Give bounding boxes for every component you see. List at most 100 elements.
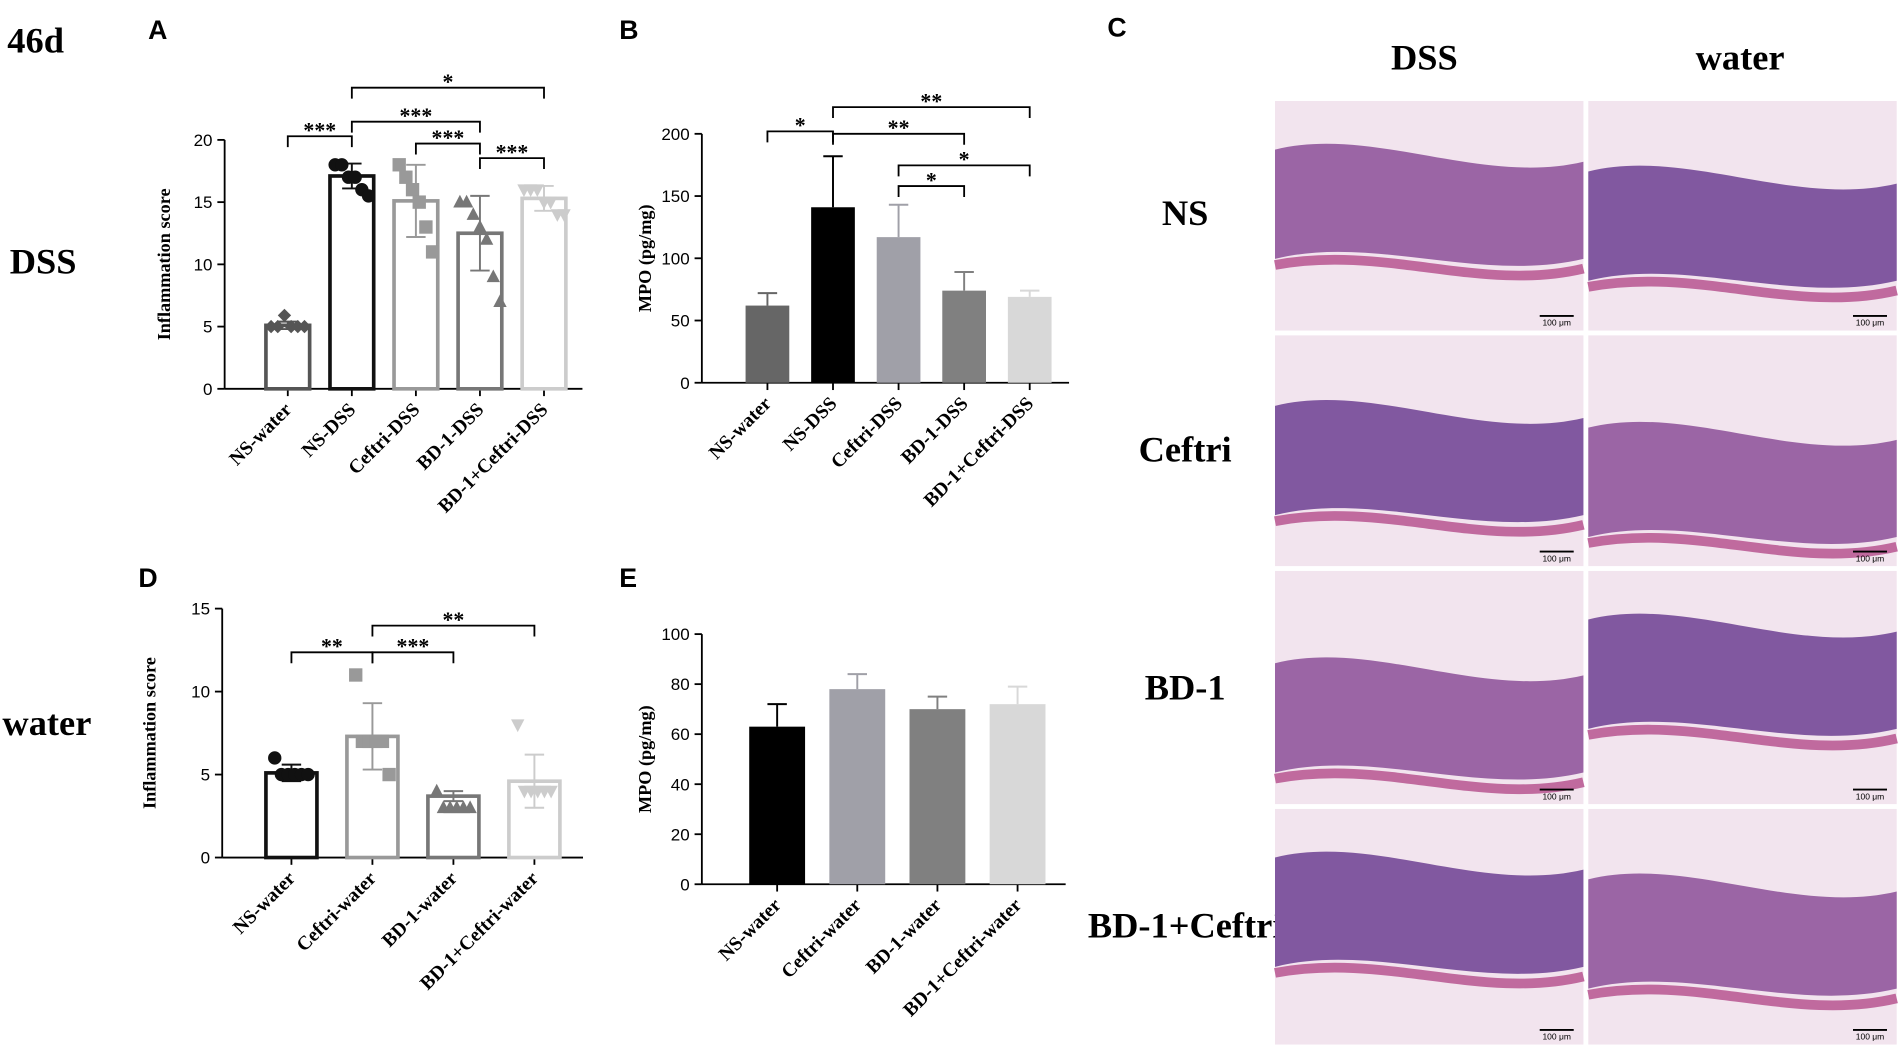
data-point (382, 767, 396, 782)
data-point (493, 294, 507, 308)
panel-letter: C (1107, 13, 1126, 43)
data-point (392, 158, 406, 172)
row-label: BD-1+Ceftri (1088, 906, 1283, 946)
significance-bracket (832, 132, 966, 145)
data-point (301, 767, 315, 782)
y-tick-label: 150 (661, 187, 689, 206)
y-tick-label: 0 (680, 875, 689, 894)
y-axis-label: MPO (pg/mg) (635, 204, 656, 312)
x-tick-label: NS-water (715, 895, 786, 966)
bar (264, 323, 312, 391)
tissue (1588, 873, 1897, 996)
data-point (348, 170, 362, 184)
bar (989, 704, 1046, 885)
tissue (1588, 613, 1897, 736)
data-point (459, 194, 474, 208)
row-label: NS (1162, 193, 1209, 233)
significance-label: *** (432, 126, 465, 150)
y-axis-label: MPO (pg/mg) (635, 705, 656, 813)
error-bar (767, 703, 787, 727)
bar (811, 207, 855, 383)
panel-letter: A (148, 15, 167, 45)
data-point (405, 183, 420, 197)
significance-label: ** (920, 89, 942, 113)
significance-label: * (926, 168, 937, 192)
tissue-layer (1274, 768, 1585, 795)
row-label: Ceftri (1139, 430, 1232, 470)
y-tick-label: 80 (671, 675, 690, 694)
scale-bar-label: 100 μm (1856, 791, 1885, 801)
tissue (1275, 657, 1584, 780)
data-point (557, 209, 571, 222)
data-point (479, 232, 494, 245)
y-tick-label: 0 (680, 374, 689, 393)
data-point (430, 783, 444, 797)
y-tick-label: 5 (201, 766, 210, 785)
column-label: DSS (1391, 37, 1458, 77)
significance-bracket (371, 651, 455, 664)
data-point (375, 734, 390, 749)
data-point (511, 719, 525, 733)
significance-label: * (442, 70, 453, 94)
row-label: BD-1 (1145, 668, 1226, 708)
scale-bar-label: 100 μm (1856, 1032, 1885, 1042)
tissue (1275, 143, 1584, 266)
significance-bracket (832, 106, 1031, 119)
data-point (425, 245, 440, 259)
x-tick-label: Ceftri-water (778, 895, 866, 983)
significance-bracket (897, 185, 966, 197)
x-tick-label: NS-DSS (779, 393, 841, 455)
y-tick-label: 60 (671, 725, 690, 744)
error-bar (757, 292, 778, 306)
bar (829, 689, 886, 885)
figure-label: 46d (7, 20, 64, 60)
error-bar (823, 155, 843, 208)
data-point (412, 195, 426, 209)
scale-bar-label: 100 μm (1542, 553, 1571, 563)
significance-label: *** (400, 104, 433, 128)
error-bar (470, 194, 490, 272)
bar (264, 771, 319, 860)
tissue-layer (1274, 511, 1585, 537)
error-bar (1007, 685, 1028, 705)
data-point (466, 207, 480, 220)
tissue (1275, 851, 1584, 974)
tissue-layer (1274, 962, 1585, 989)
column-label: water (1696, 37, 1785, 77)
data-point (544, 785, 558, 799)
tissue (1275, 399, 1584, 523)
tissue-layer (1274, 254, 1585, 281)
y-tick-label: 10 (191, 683, 210, 702)
data-point (463, 800, 477, 814)
y-tick-label: 20 (194, 131, 213, 150)
panel-letter: E (619, 563, 637, 593)
x-tick-label: BD-1-water (862, 895, 946, 979)
tissue (1588, 165, 1897, 288)
bar (942, 290, 986, 383)
tissue-layer (1587, 984, 1898, 1011)
y-tick-label: 15 (194, 193, 213, 212)
x-tick-label: Ceftri-DSS (827, 393, 907, 473)
error-bar (443, 790, 464, 803)
data-point (473, 219, 487, 233)
bar (876, 237, 921, 383)
error-bar (888, 203, 909, 238)
data-point (335, 158, 349, 172)
data-point (361, 189, 376, 203)
y-axis-label: Inflammation score (139, 657, 159, 809)
x-tick-label: NS-DSS (298, 399, 360, 461)
significance-bracket (350, 120, 481, 133)
significance-label: *** (496, 140, 529, 164)
y-tick-label: 0 (203, 380, 212, 399)
significance-label: ** (888, 116, 910, 140)
data-point (297, 319, 312, 334)
error-bar (1019, 289, 1040, 297)
scale-bar-label: 100 μm (1542, 1032, 1571, 1042)
y-tick-label: 15 (191, 600, 210, 619)
error-bar (524, 753, 545, 809)
panel-letter: B (619, 15, 638, 45)
scale-bar-label: 100 μm (1542, 318, 1571, 328)
data-point (530, 184, 544, 198)
y-tick-label: 50 (671, 312, 690, 331)
y-tick-label: 10 (194, 255, 213, 274)
